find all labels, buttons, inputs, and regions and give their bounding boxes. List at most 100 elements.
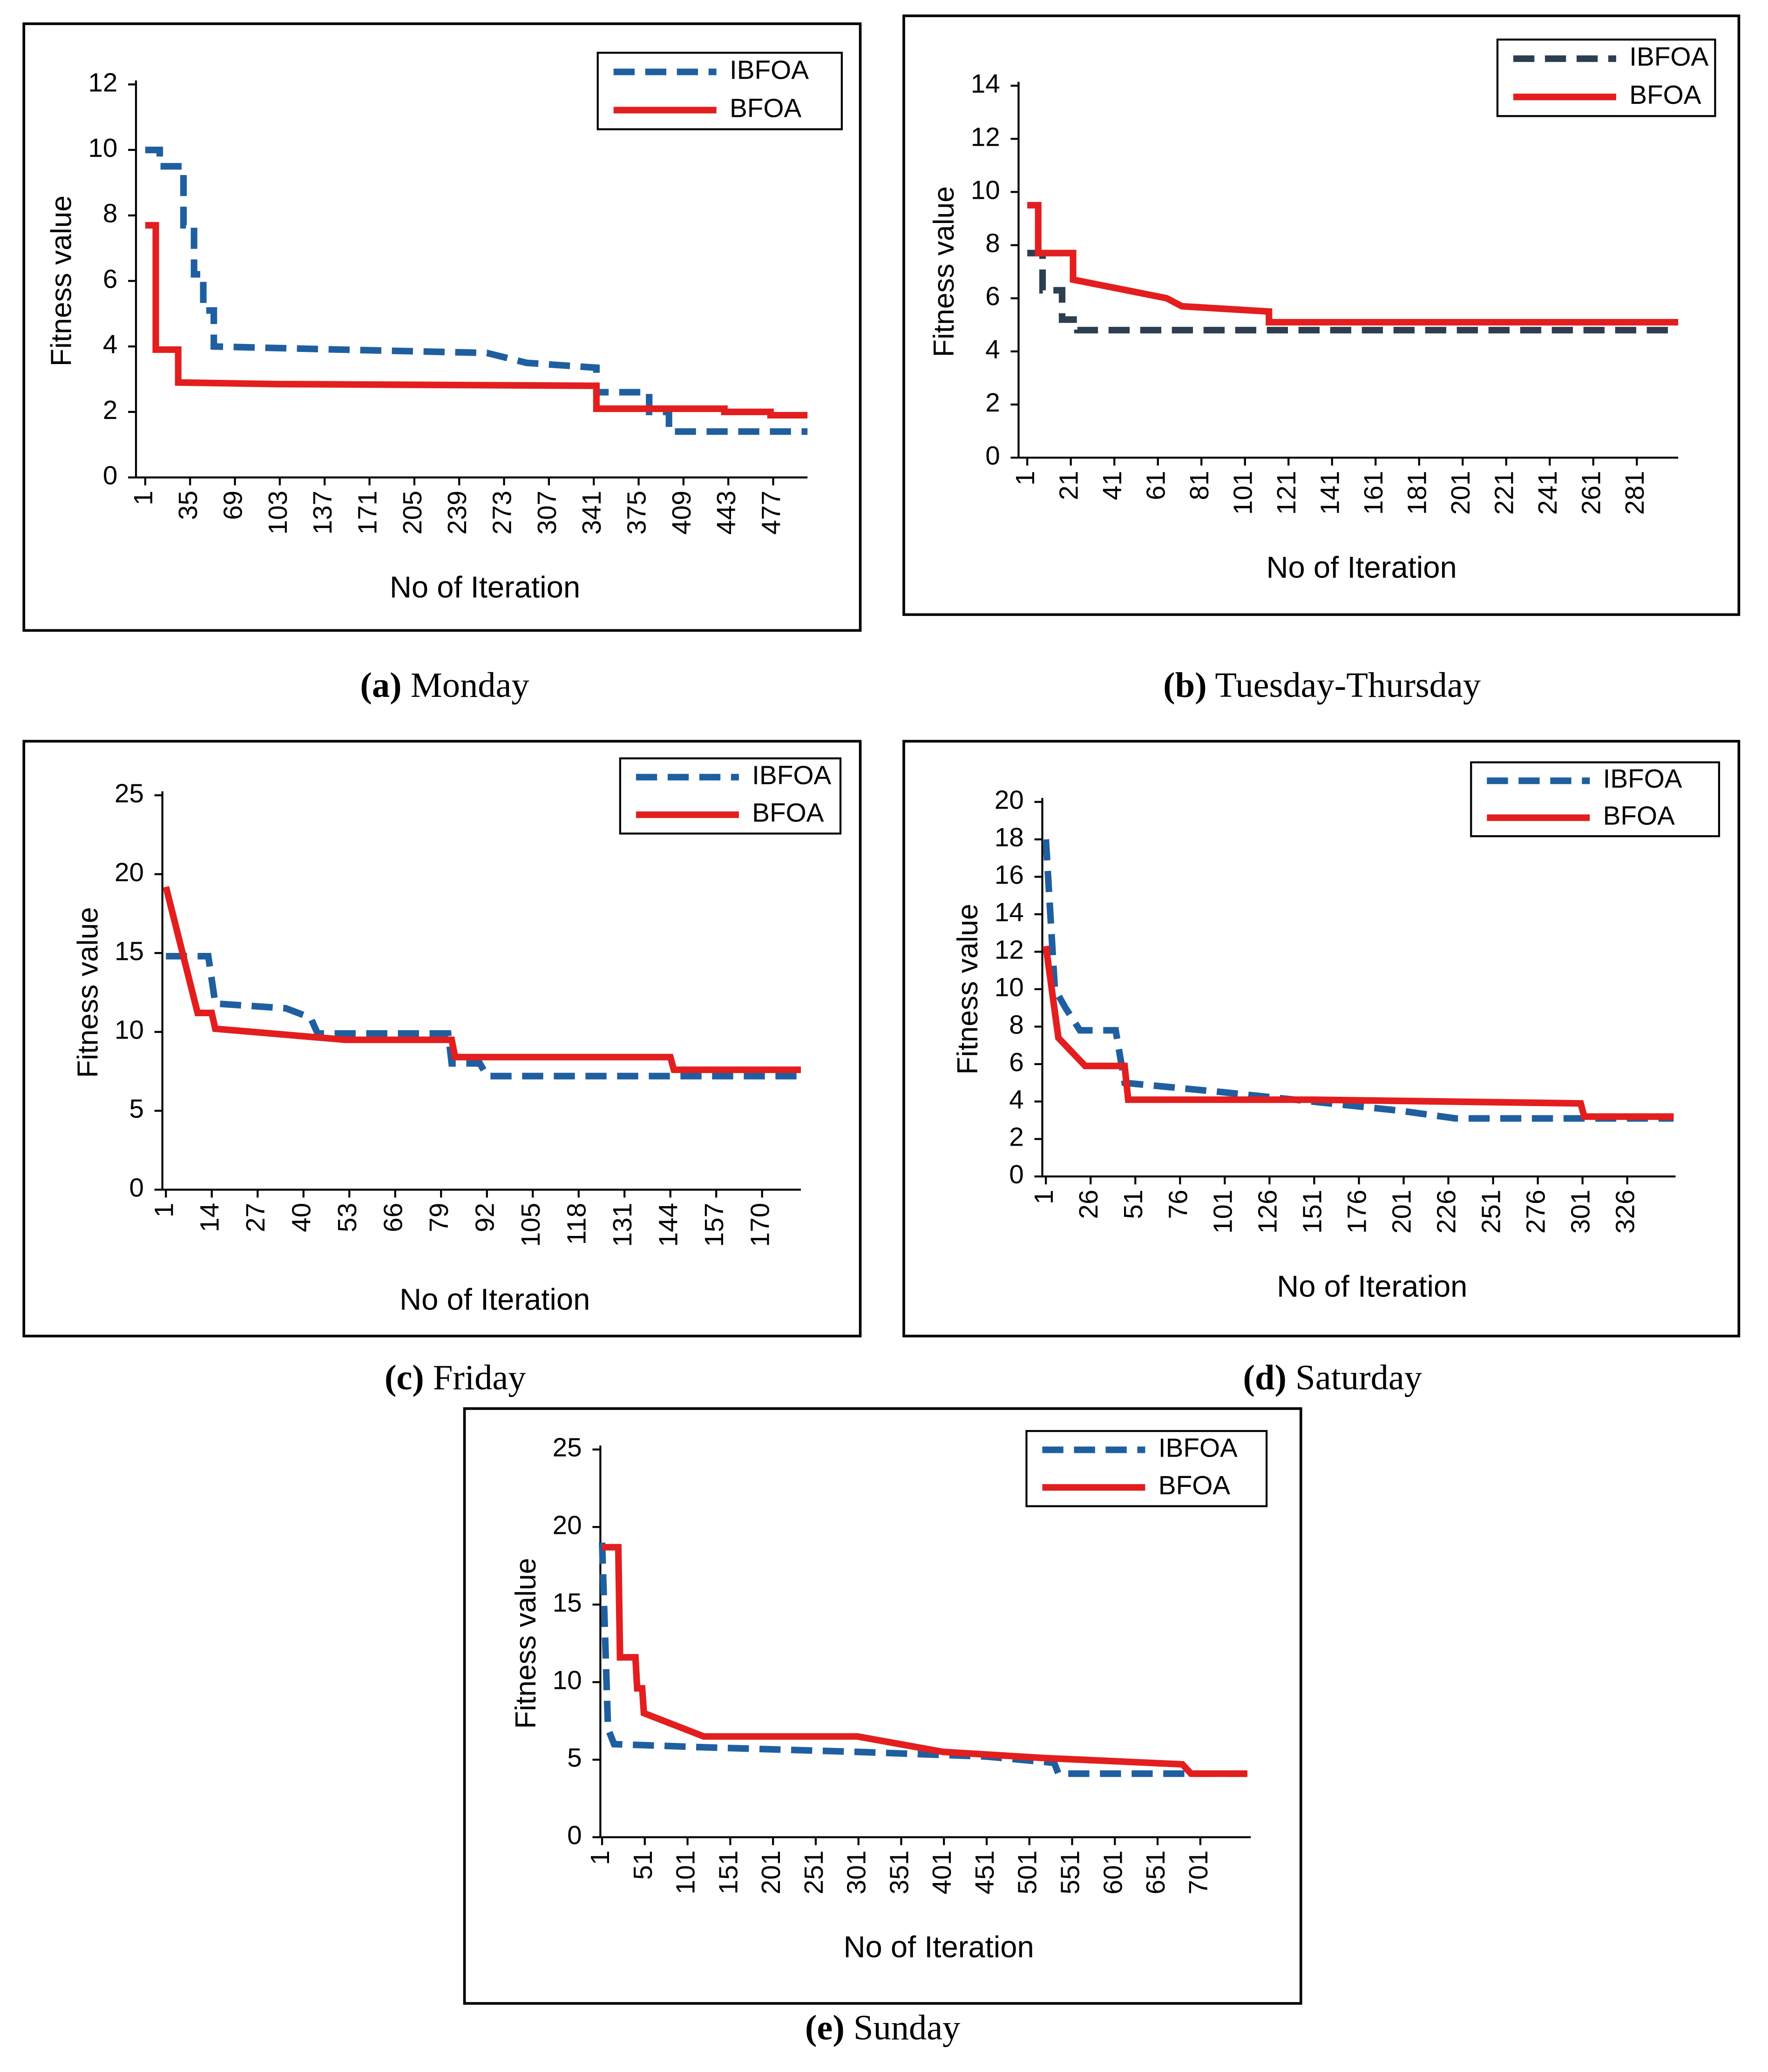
x-tick-label: 307 <box>533 491 562 535</box>
x-tick-label: 101 <box>1208 1190 1238 1234</box>
series-line <box>1027 202 1679 326</box>
y-axis-title: Fitness value <box>510 1558 542 1729</box>
x-tick-label: 205 <box>398 491 427 535</box>
legend-label: IBFOA <box>730 55 809 85</box>
x-axis-title: No of Iteration <box>843 1930 1034 1964</box>
y-tick-label: 14 <box>995 898 1024 927</box>
x-tick-label: 273 <box>488 491 517 535</box>
y-tick-label: 10 <box>88 134 117 163</box>
legend-label: IBFOA <box>752 761 831 790</box>
y-tick-label: 20 <box>553 1511 582 1540</box>
y-tick-label: 20 <box>115 858 144 887</box>
y-axis-title: Fitness value <box>46 196 78 366</box>
x-tick-label: 477 <box>757 491 786 535</box>
x-tick-label: 375 <box>622 491 651 535</box>
x-tick-label: 131 <box>608 1203 637 1247</box>
y-tick-label: 12 <box>971 122 1000 152</box>
x-tick-label: 101 <box>671 1850 701 1895</box>
y-tick-label: 25 <box>553 1433 582 1463</box>
series-line <box>163 886 801 1073</box>
x-tick-label: 170 <box>746 1203 775 1247</box>
series-line <box>602 1544 1247 1777</box>
legend-label: BFOA <box>1629 81 1701 110</box>
x-tick-label: 201 <box>1446 471 1476 515</box>
x-tick-label: 76 <box>1164 1190 1193 1219</box>
series-line <box>145 222 808 418</box>
caption: (c) Friday <box>385 1357 526 1397</box>
y-tick-label: 4 <box>985 335 1000 364</box>
y-tick-label: 8 <box>103 199 118 229</box>
x-tick-label: 41 <box>1098 471 1127 500</box>
x-tick-label: 1 <box>1011 471 1040 486</box>
x-tick-label: 181 <box>1403 471 1432 515</box>
panel-frame <box>902 14 1741 616</box>
x-tick-label: 53 <box>333 1203 362 1232</box>
x-tick-label: 443 <box>712 491 741 535</box>
legend-box <box>1025 1430 1268 1507</box>
y-tick-label: 20 <box>995 786 1024 815</box>
x-tick-label: 651 <box>1141 1850 1171 1895</box>
x-tick-label: 176 <box>1342 1190 1372 1234</box>
y-tick-label: 25 <box>115 779 144 808</box>
x-tick-label: 151 <box>714 1850 743 1895</box>
x-tick-label: 171 <box>353 491 383 535</box>
y-tick-label: 6 <box>985 282 1000 311</box>
x-tick-label: 451 <box>970 1850 1000 1895</box>
x-tick-label: 35 <box>174 491 203 520</box>
legend-box <box>1470 761 1721 837</box>
caption: (e) Sunday <box>805 2008 960 2047</box>
y-tick-label: 0 <box>1009 1160 1024 1189</box>
x-tick-label: 79 <box>425 1203 454 1232</box>
x-tick-label: 276 <box>1522 1190 1551 1234</box>
x-tick-label: 701 <box>1184 1850 1213 1895</box>
x-tick-label: 69 <box>219 491 248 520</box>
y-tick-label: 15 <box>553 1588 582 1618</box>
x-tick-label: 137 <box>308 491 338 535</box>
panel-frame <box>463 1407 1302 2005</box>
x-tick-label: 601 <box>1098 1850 1128 1895</box>
x-tick-label: 51 <box>629 1850 658 1880</box>
caption: (a) Monday <box>360 665 529 704</box>
series-line <box>1043 945 1674 1120</box>
series-line <box>598 1542 1247 1777</box>
x-tick-label: 121 <box>1272 471 1301 515</box>
x-tick-label: 144 <box>654 1203 684 1247</box>
legend-label: BFOA <box>752 798 824 828</box>
y-tick-label: 2 <box>1009 1123 1024 1152</box>
x-tick-label: 281 <box>1620 471 1650 515</box>
x-tick-label: 14 <box>196 1203 225 1232</box>
x-tick-label: 1 <box>149 1203 179 1218</box>
x-tick-label: 118 <box>562 1203 592 1245</box>
x-tick-label: 81 <box>1185 471 1214 500</box>
x-tick-label: 51 <box>1119 1190 1148 1219</box>
x-tick-label: 26 <box>1074 1190 1104 1219</box>
legend-label: BFOA <box>1158 1471 1230 1500</box>
legend-label: BFOA <box>1603 802 1675 831</box>
x-tick-label: 141 <box>1316 471 1345 515</box>
y-tick-label: 10 <box>995 973 1024 1002</box>
y-axis-title: Fitness value <box>952 904 984 1074</box>
x-tick-label: 341 <box>577 491 607 535</box>
x-tick-label: 161 <box>1359 471 1389 515</box>
legend-label: IBFOA <box>1603 764 1682 794</box>
series-line <box>1027 250 1679 334</box>
y-tick-label: 10 <box>553 1666 582 1695</box>
x-tick-label: 221 <box>1490 471 1519 515</box>
y-tick-label: 0 <box>129 1174 144 1203</box>
y-tick-label: 5 <box>567 1743 582 1773</box>
x-tick-label: 1 <box>1030 1190 1059 1205</box>
legend-label: IBFOA <box>1629 42 1708 72</box>
x-tick-label: 501 <box>1013 1850 1043 1895</box>
series-line <box>145 147 808 435</box>
y-axis-title: Fitness value <box>72 907 104 1078</box>
caption: (d) Saturday <box>1243 1357 1422 1397</box>
x-tick-label: 239 <box>443 491 472 535</box>
x-axis-title: No of Iteration <box>1266 550 1456 584</box>
x-tick-label: 326 <box>1611 1190 1640 1234</box>
x-tick-label: 1 <box>586 1850 615 1865</box>
x-tick-label: 92 <box>471 1203 500 1232</box>
x-tick-label: 66 <box>379 1203 408 1232</box>
series-line <box>1043 839 1674 1122</box>
